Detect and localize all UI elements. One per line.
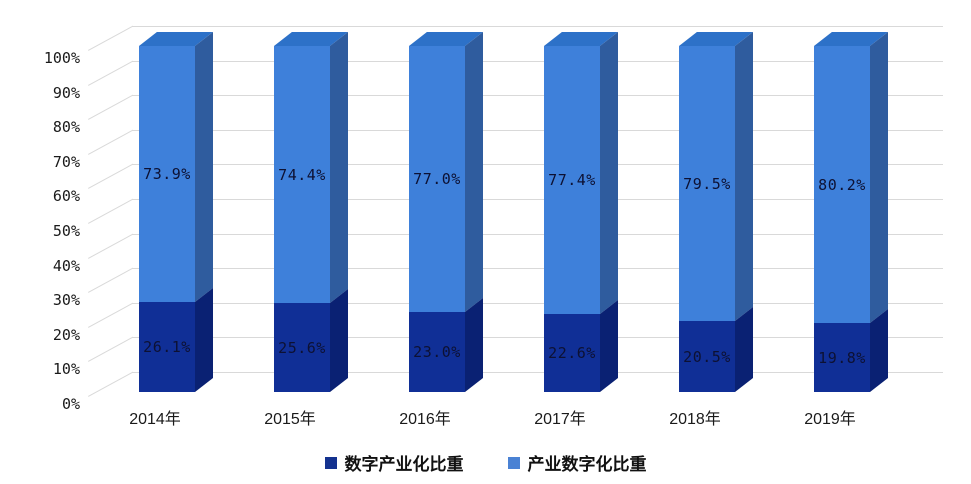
bar-segment-front xyxy=(139,46,195,302)
tick-line xyxy=(88,371,134,397)
bar-segment-side xyxy=(330,289,348,392)
gridline xyxy=(132,95,943,97)
bar-segment-side xyxy=(870,31,888,324)
gridline xyxy=(132,302,943,304)
bar-segment-side xyxy=(735,31,753,322)
tick-line xyxy=(88,94,134,121)
y-axis-tick-label: 50% xyxy=(52,222,80,240)
x-axis-label: 2015年 xyxy=(264,411,316,428)
gridline xyxy=(132,26,943,27)
y-axis-tick-label: 70% xyxy=(52,152,80,171)
x-axis-label: 2016年 xyxy=(399,411,451,428)
data-label: 26.1% xyxy=(143,337,191,356)
data-label: 80.2% xyxy=(818,175,866,194)
bar-segment-front xyxy=(814,46,870,324)
legend-item: 产业数字化比重 xyxy=(507,450,647,475)
data-label: 77.4% xyxy=(548,170,596,189)
x-axis-label: 2018年 xyxy=(669,411,721,428)
tick-line xyxy=(88,198,134,224)
data-label: 23.0% xyxy=(413,343,461,362)
bar-segment-front xyxy=(409,46,465,313)
y-axis-tick-label: 60% xyxy=(52,187,80,206)
y-axis-tick-label: 90% xyxy=(52,83,80,102)
data-label: 19.8% xyxy=(818,348,866,367)
bar-segment-front xyxy=(814,323,870,392)
data-label: 74.4% xyxy=(278,165,326,184)
gridline xyxy=(132,233,943,235)
tick-line xyxy=(88,267,134,294)
bar-segment-front xyxy=(544,46,600,314)
legend-marker-dark-square-icon xyxy=(324,456,337,469)
bar-segment-front xyxy=(274,303,330,392)
tick-line xyxy=(88,233,134,259)
bar-segment-side xyxy=(195,287,213,392)
gridline xyxy=(132,372,943,373)
gridline xyxy=(132,268,943,270)
bar-segment-side xyxy=(870,309,888,392)
bar-segment-side xyxy=(465,31,483,313)
data-label: 22.6% xyxy=(548,343,596,362)
gridline xyxy=(132,164,943,166)
legend: 数字产业化比重 产业数字化比重 xyxy=(0,450,971,475)
bar-segment-side xyxy=(465,298,483,392)
bar-segment-front xyxy=(679,46,735,322)
legend-label: 数字产业化比重 xyxy=(344,455,464,474)
tick-line xyxy=(88,336,134,363)
x-axis-label: 2019年 xyxy=(804,411,856,428)
y-axis-tick-label: 100% xyxy=(43,49,80,67)
tick-line xyxy=(88,129,134,155)
bar-segment-side xyxy=(735,307,753,392)
tick-line xyxy=(88,25,134,51)
legend-marker-light-square-icon xyxy=(507,456,520,469)
data-label: 79.5% xyxy=(683,174,731,193)
bar-segment-front xyxy=(139,301,195,392)
x-axis-label: 2014年 xyxy=(129,411,181,428)
data-label: 25.6% xyxy=(278,338,326,357)
gridline xyxy=(132,129,943,131)
gridline xyxy=(132,199,943,200)
gridline xyxy=(132,60,943,62)
tick-line xyxy=(88,60,134,86)
y-axis-tick-label: 40% xyxy=(52,256,80,275)
x-axis-label: 2017年 xyxy=(534,411,586,428)
legend-item: 数字产业化比重 xyxy=(324,450,464,475)
y-axis-tick-label: 10% xyxy=(52,360,80,379)
gridline xyxy=(132,337,943,339)
bar-segment-side xyxy=(195,31,213,302)
y-axis-tick-label: 80% xyxy=(52,118,80,137)
data-label: 73.9% xyxy=(143,164,191,183)
legend-label: 产业数字化比重 xyxy=(527,455,647,474)
bar-segment-side xyxy=(330,31,348,304)
bar-segment-side xyxy=(600,299,618,392)
bar-segment-front xyxy=(409,312,465,392)
y-axis-tick-label: 30% xyxy=(52,291,80,310)
data-label: 77.0% xyxy=(413,170,461,189)
bar-segment-front xyxy=(544,313,600,392)
y-axis-tick-label: 0% xyxy=(61,395,80,413)
bar-segment-front xyxy=(679,321,735,392)
y-axis-tick-label: 20% xyxy=(52,325,80,344)
tick-line xyxy=(88,163,134,190)
bar-segment-front xyxy=(274,46,330,304)
data-label: 20.5% xyxy=(683,347,731,366)
bar-segment-side xyxy=(600,31,618,314)
tick-line xyxy=(88,302,134,328)
